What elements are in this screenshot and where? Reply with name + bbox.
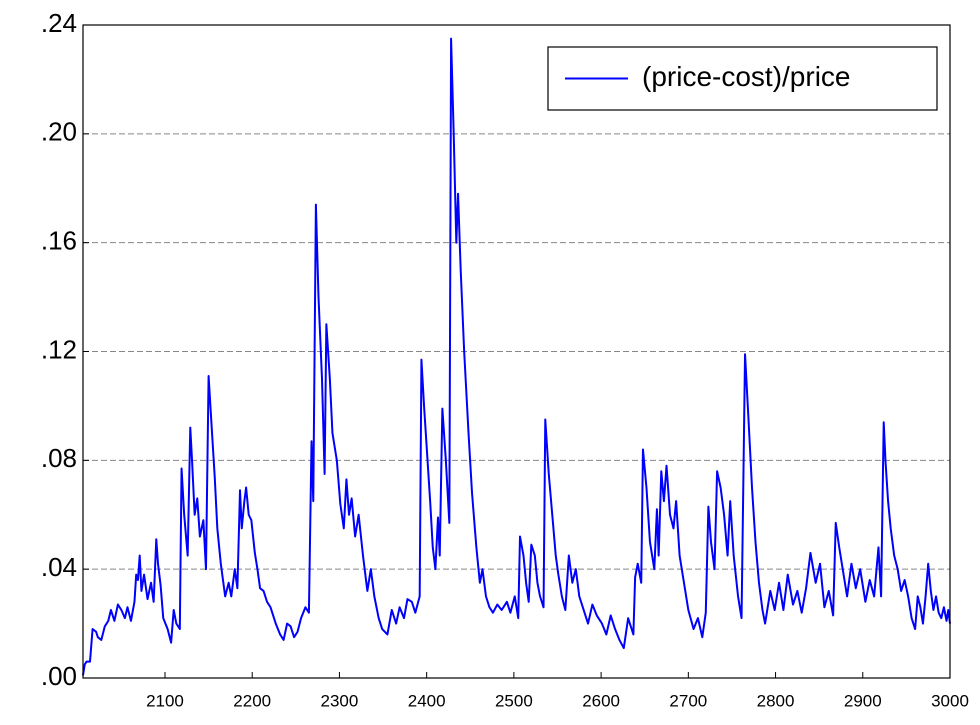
x-tick-label: 2800 — [757, 691, 795, 710]
x-tick-label: 2300 — [321, 691, 359, 710]
legend: (price-cost)/price — [547, 46, 938, 111]
y-tick-label: .12 — [41, 334, 77, 364]
x-tick-label: 2700 — [669, 691, 707, 710]
y-tick-label: .08 — [41, 443, 77, 473]
y-tick-label: .04 — [41, 552, 77, 582]
data-line — [82, 37, 951, 676]
legend-box — [547, 46, 938, 111]
y-tick-label: .20 — [41, 117, 77, 147]
plot-frame — [82, 24, 951, 679]
plot-area — [82, 37, 951, 676]
x-tick-label: 2500 — [495, 691, 533, 710]
x-tick-label: 2900 — [844, 691, 882, 710]
legend-label: (price-cost)/price — [642, 61, 850, 92]
x-tick-label: 2200 — [233, 691, 271, 710]
x-tick-label: 3000 — [931, 691, 969, 710]
x-tick-label: 2100 — [146, 691, 184, 710]
x-tick-label: 2600 — [582, 691, 620, 710]
y-tick-label: .24 — [41, 8, 77, 38]
x-tick-label: 2400 — [408, 691, 446, 710]
axes: .00 .04 .08 .12 .16 .20 .24 2100 2200 2300 2400 250… — [41, 8, 969, 711]
y-tick-label: .16 — [41, 226, 77, 256]
y-tick-label: .00 — [41, 661, 77, 691]
